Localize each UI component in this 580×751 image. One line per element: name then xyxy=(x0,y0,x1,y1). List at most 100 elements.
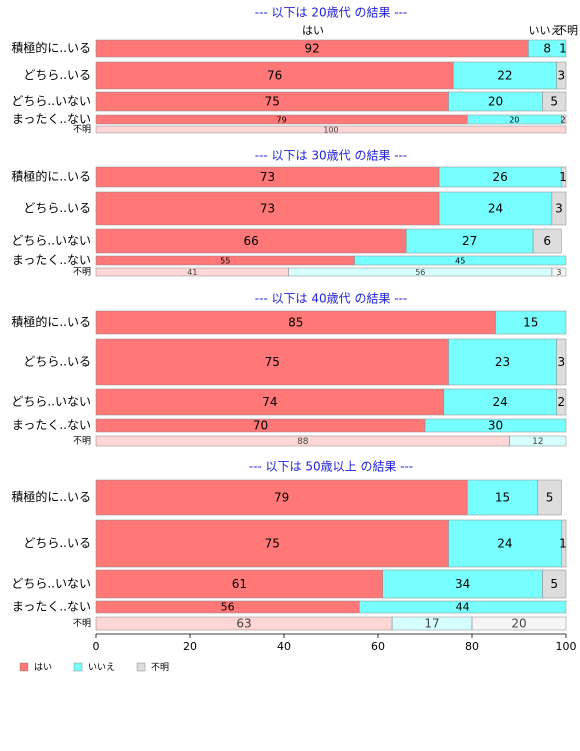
bar-segment xyxy=(561,166,567,188)
bar-segment xyxy=(95,519,449,568)
bar-segment xyxy=(452,61,557,90)
value-label: 1 xyxy=(559,170,567,184)
value-label: 55 xyxy=(220,257,230,266)
bar-segment xyxy=(95,569,383,599)
category-label: どちら..いない xyxy=(11,234,91,248)
value-label: 15 xyxy=(495,491,510,505)
bar-segment xyxy=(443,388,557,416)
bar-segment xyxy=(95,338,449,386)
value-label: 5 xyxy=(546,491,554,505)
bar-segment xyxy=(358,600,567,614)
bar-segment xyxy=(551,267,567,277)
value-label: 66 xyxy=(243,234,258,248)
value-label: 3 xyxy=(557,355,565,369)
bar-segment xyxy=(556,61,567,90)
value-label: 20 xyxy=(509,116,519,125)
value-label: 5 xyxy=(550,95,558,109)
x-tick-label: 100 xyxy=(556,640,577,653)
legend-label: はい xyxy=(34,662,52,673)
value-label: 63 xyxy=(236,617,251,631)
value-label: 6 xyxy=(543,234,551,248)
value-label: 92 xyxy=(305,42,320,56)
category-label: どちら..いる xyxy=(23,201,91,215)
bar-segment xyxy=(528,39,567,58)
value-label: 34 xyxy=(455,577,470,591)
value-label: 3 xyxy=(557,69,565,83)
value-label: 12 xyxy=(532,437,543,447)
legend-swatch xyxy=(73,662,83,672)
value-label: 24 xyxy=(493,395,508,409)
value-label: 74 xyxy=(262,395,277,409)
panel-title: --- 以下は 20歳代 の結果 --- xyxy=(255,6,408,20)
bar-segment xyxy=(467,479,539,516)
category-label: まったく..ない xyxy=(12,600,91,614)
value-label: 3 xyxy=(556,268,561,277)
bar-segment xyxy=(561,114,567,125)
category-label: 不明 xyxy=(73,618,91,629)
value-label: 22 xyxy=(497,69,512,83)
bar-segment xyxy=(495,310,567,335)
category-label: どちら..いる xyxy=(23,536,91,550)
bar-segment xyxy=(382,569,543,599)
category-label: 積極的に..いる xyxy=(11,489,91,504)
category-label: まったく..ない xyxy=(12,112,91,126)
legend-label: 不明 xyxy=(151,662,169,673)
value-label: 76 xyxy=(267,69,282,83)
value-label: 100 xyxy=(323,126,338,135)
bar-segment xyxy=(551,191,567,226)
panel-title: --- 以下は 40歳代 の結果 --- xyxy=(255,292,408,306)
value-label: 85 xyxy=(288,316,303,330)
x-tick-label: 40 xyxy=(277,640,291,653)
category-label: どちら..いない xyxy=(11,395,91,409)
category-label: どちら..いる xyxy=(23,355,91,369)
category-label: どちら..いない xyxy=(11,577,91,591)
legend-swatch xyxy=(19,662,29,672)
category-label: 不明 xyxy=(73,124,91,135)
bar-segment xyxy=(542,569,567,599)
bar-segment xyxy=(95,388,445,416)
value-label: 79 xyxy=(274,491,289,505)
value-label: 75 xyxy=(265,355,280,369)
value-label: 73 xyxy=(260,202,275,216)
bar-segment xyxy=(448,519,562,568)
bar-segment xyxy=(556,338,567,386)
value-label: 27 xyxy=(462,234,477,248)
bar-segment xyxy=(471,616,567,631)
value-label: 56 xyxy=(221,601,235,614)
bar-segment xyxy=(532,228,562,254)
value-label: 30 xyxy=(488,419,503,433)
bar-segment xyxy=(424,418,567,433)
value-label: 75 xyxy=(265,95,280,109)
bar-segment xyxy=(405,228,534,254)
bar-segment xyxy=(354,255,567,266)
value-label: 17 xyxy=(424,617,439,631)
value-label: 79 xyxy=(277,116,287,125)
category-label: どちら..いる xyxy=(23,68,91,82)
category-label: どちら..いない xyxy=(11,94,91,108)
legend-swatch xyxy=(136,662,146,672)
value-label: 70 xyxy=(253,419,268,433)
bar-segment xyxy=(448,338,557,386)
value-label: 45 xyxy=(455,257,465,266)
category-label: 不明 xyxy=(73,267,91,278)
value-label: 44 xyxy=(456,601,470,614)
value-label: 75 xyxy=(265,537,280,551)
bar-segment xyxy=(542,91,567,112)
value-label: 41 xyxy=(187,268,197,277)
value-label: 24 xyxy=(488,202,503,216)
value-label: 3 xyxy=(555,202,563,216)
category-label: 不明 xyxy=(73,436,91,447)
value-label: 24 xyxy=(497,537,512,551)
x-tick-label: 80 xyxy=(465,640,479,653)
legend-label: いいえ xyxy=(88,662,115,673)
bar-segment xyxy=(561,519,567,568)
bar-segment xyxy=(509,435,567,447)
value-label: 5 xyxy=(550,577,558,591)
x-tick-label: 20 xyxy=(183,640,197,653)
bar-segment xyxy=(95,479,468,516)
column-header: はい xyxy=(302,24,324,37)
x-tick-label: 0 xyxy=(93,640,100,653)
value-label: 88 xyxy=(297,437,309,447)
category-label: 積極的に..いる xyxy=(11,169,91,184)
